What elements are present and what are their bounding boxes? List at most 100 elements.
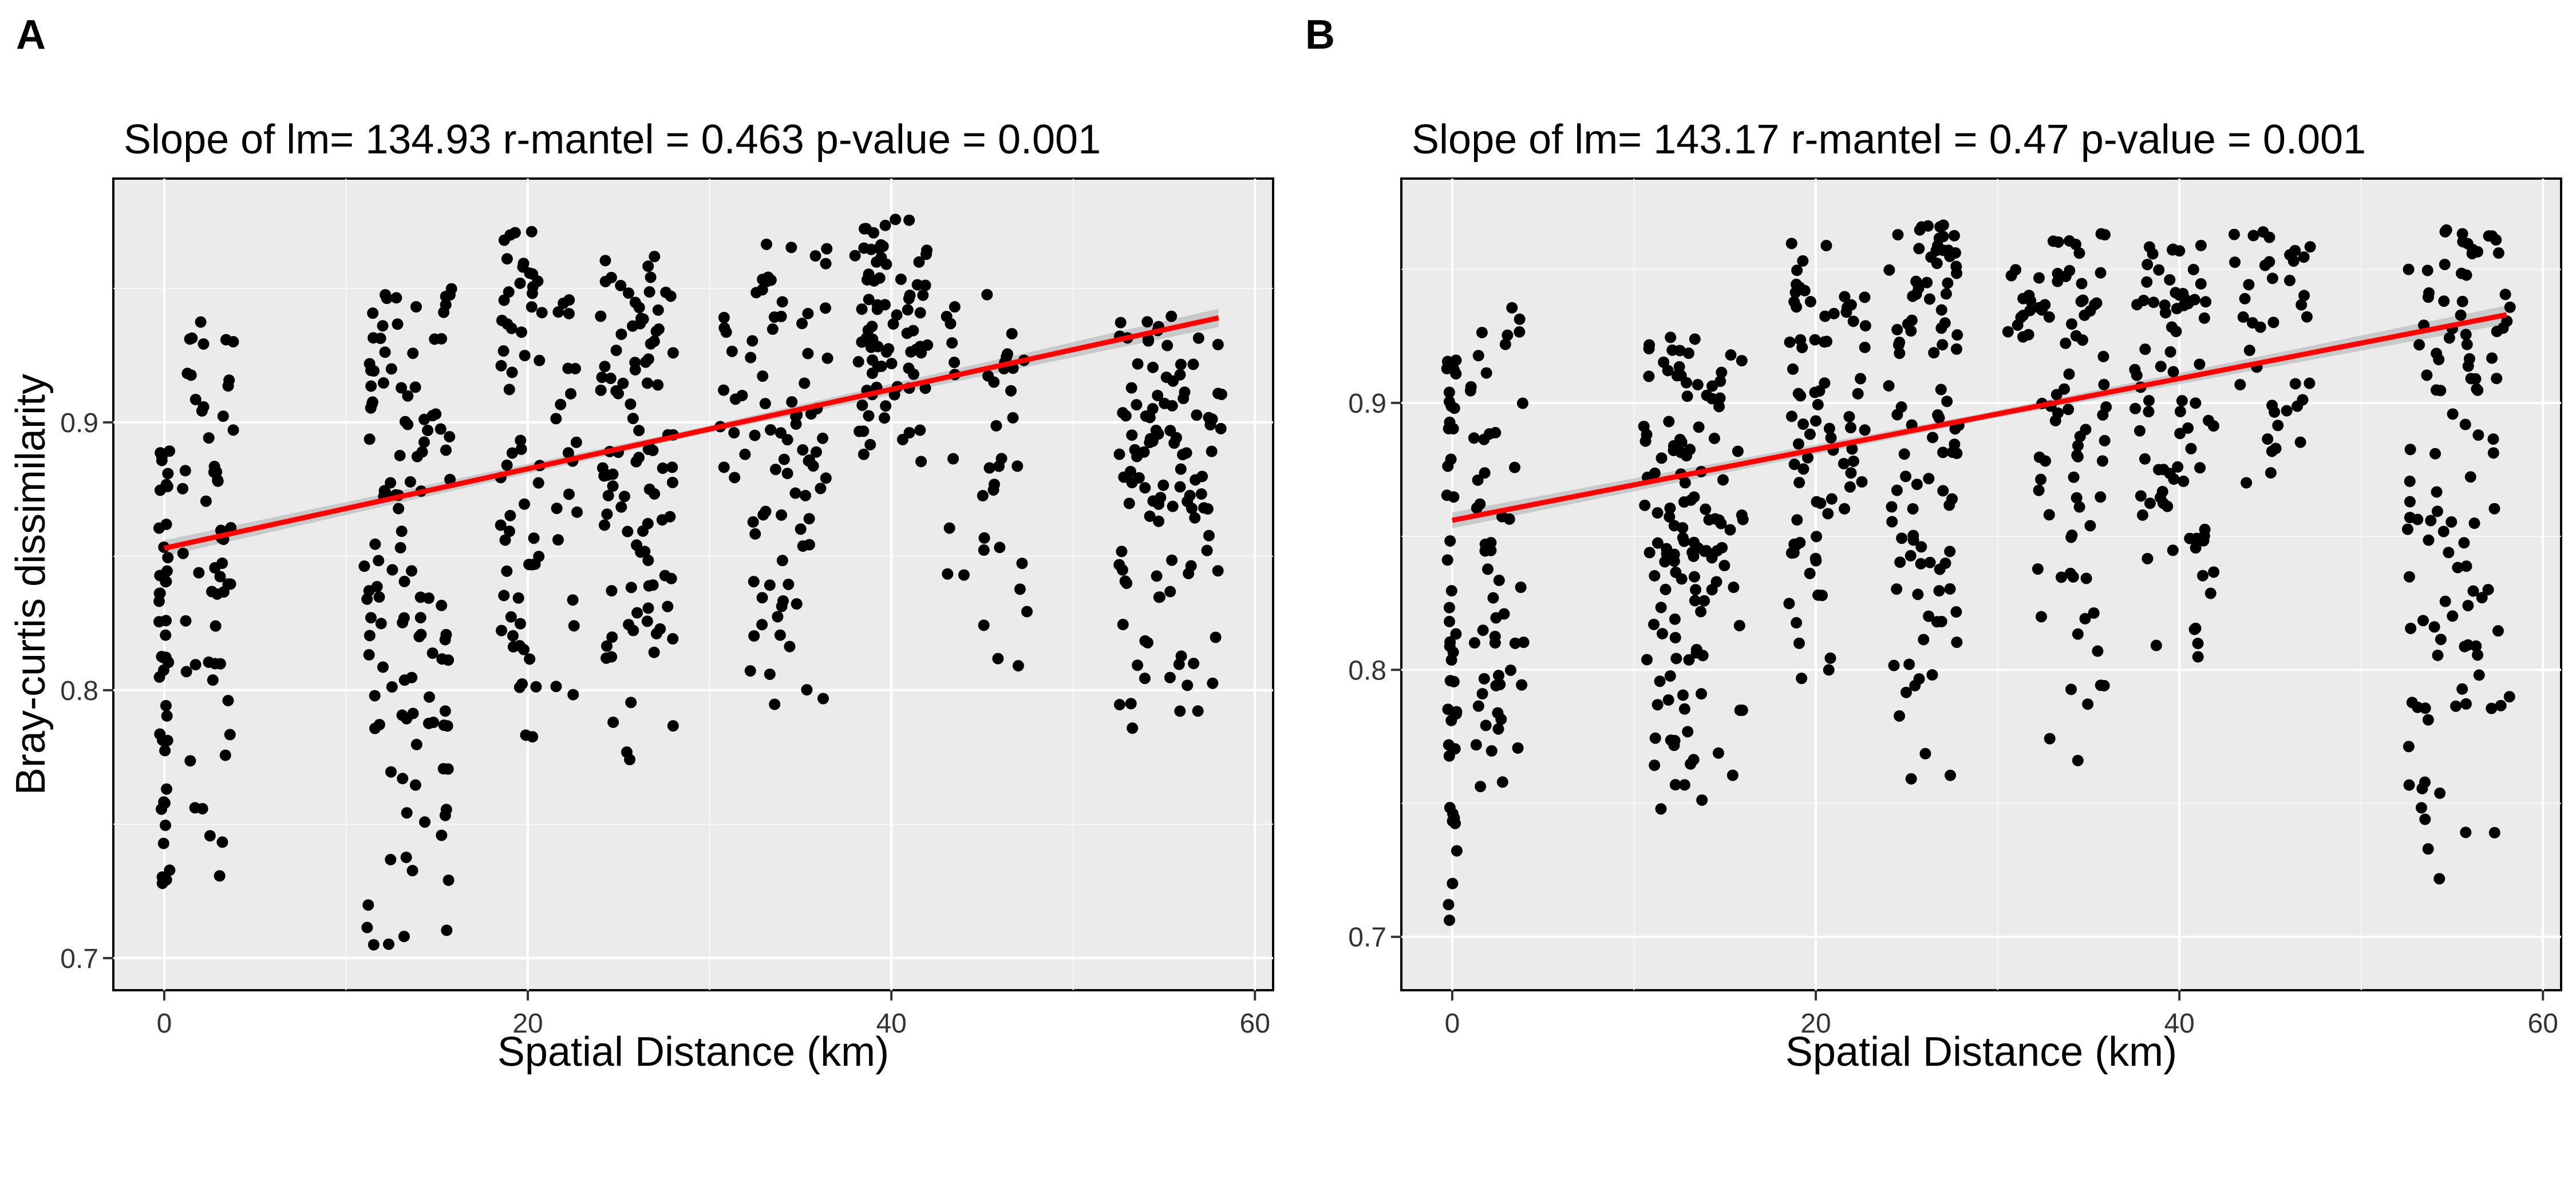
- data-point: [820, 472, 832, 484]
- data-point: [2472, 246, 2484, 258]
- data-point: [919, 382, 931, 394]
- data-point: [2178, 299, 2190, 311]
- data-point: [1678, 703, 1690, 715]
- data-point: [981, 288, 993, 300]
- data-point: [907, 325, 919, 337]
- data-point: [1940, 288, 1952, 300]
- data-point: [1153, 591, 1165, 603]
- data-point: [1820, 240, 1832, 252]
- data-point: [1016, 557, 1028, 570]
- data-point: [2473, 669, 2485, 681]
- data-point: [386, 681, 398, 693]
- data-point: [2440, 224, 2452, 236]
- data-point: [1903, 658, 1915, 670]
- data-point: [217, 410, 229, 422]
- data-point: [2052, 407, 2064, 419]
- data-point: [769, 698, 781, 710]
- data-point: [1445, 453, 1457, 465]
- data-point: [2131, 369, 2143, 381]
- data-point: [718, 461, 730, 473]
- data-point: [2023, 290, 2035, 302]
- data-point: [2298, 290, 2310, 302]
- data-point: [863, 294, 875, 306]
- data-point: [514, 277, 526, 289]
- data-point: [644, 442, 656, 454]
- data-point: [749, 528, 761, 540]
- data-point: [1946, 493, 1958, 505]
- data-point: [1677, 522, 1689, 534]
- data-point: [1444, 535, 1456, 547]
- data-point: [1951, 636, 1963, 649]
- data-point: [2422, 843, 2434, 855]
- data-point: [2435, 634, 2447, 646]
- data-point: [2138, 294, 2150, 306]
- data-point: [1166, 400, 1178, 412]
- data-point: [1192, 705, 1204, 717]
- data-point: [1670, 566, 1682, 578]
- data-point: [1472, 474, 1484, 486]
- data-point: [1131, 450, 1143, 462]
- data-point: [1804, 428, 1816, 440]
- data-point: [919, 279, 931, 291]
- data-point: [1160, 371, 1172, 383]
- data-point: [1480, 719, 1492, 732]
- data-point: [160, 615, 172, 627]
- data-point: [2289, 378, 2301, 390]
- panel-b: B Slope of lm= 143.17 r-mantel = 0.47 p-…: [1305, 12, 2562, 1075]
- data-point: [1801, 452, 1814, 464]
- data-point: [643, 580, 655, 592]
- data-point: [1677, 689, 1689, 701]
- data-point: [2447, 610, 2459, 622]
- data-point: [610, 345, 622, 357]
- data-point: [983, 462, 995, 474]
- data-point: [1476, 326, 1488, 338]
- data-point: [2432, 649, 2444, 661]
- data-point: [1468, 637, 1480, 649]
- data-point: [607, 480, 619, 492]
- data-point: [375, 618, 387, 630]
- data-point: [2472, 649, 2484, 661]
- data-point: [1688, 491, 1700, 503]
- data-point: [2241, 477, 2253, 489]
- data-point: [1669, 779, 1681, 791]
- data-point: [1788, 458, 1800, 470]
- data-point: [1652, 537, 1664, 549]
- data-point: [1684, 444, 1696, 456]
- data-point: [1161, 339, 1174, 351]
- regression-line: [163, 315, 1219, 551]
- data-point: [419, 816, 431, 828]
- data-point: [1859, 341, 1871, 353]
- data-point: [2192, 651, 2204, 663]
- data-point: [777, 595, 789, 607]
- data-point: [1487, 592, 1499, 604]
- data-point: [1828, 307, 1840, 319]
- x-tick-label: 20: [1800, 1009, 1831, 1039]
- data-point: [1883, 380, 1895, 392]
- data-point: [2170, 325, 2182, 337]
- data-point: [1113, 699, 1125, 711]
- data-point: [428, 717, 440, 729]
- data-point: [368, 939, 380, 951]
- data-point: [815, 483, 827, 495]
- data-point: [392, 318, 404, 330]
- data-point: [1891, 323, 1903, 335]
- data-point: [2033, 484, 2045, 496]
- data-point: [736, 389, 748, 401]
- data-point: [914, 341, 926, 353]
- data-point: [368, 365, 380, 377]
- data-point: [2143, 394, 2155, 406]
- data-point: [1937, 446, 1949, 458]
- data-point: [1664, 502, 1676, 514]
- data-point: [890, 213, 902, 226]
- data-point: [440, 444, 452, 456]
- data-point: [534, 354, 546, 366]
- data-point: [1485, 745, 1498, 757]
- data-point: [917, 289, 929, 301]
- panel-tag-a: A: [16, 12, 46, 58]
- data-point: [1915, 557, 1927, 570]
- data-point: [2437, 525, 2449, 537]
- data-point: [2060, 337, 2072, 349]
- data-point: [2401, 523, 2413, 535]
- data-point: [641, 615, 653, 627]
- data-point: [436, 829, 448, 841]
